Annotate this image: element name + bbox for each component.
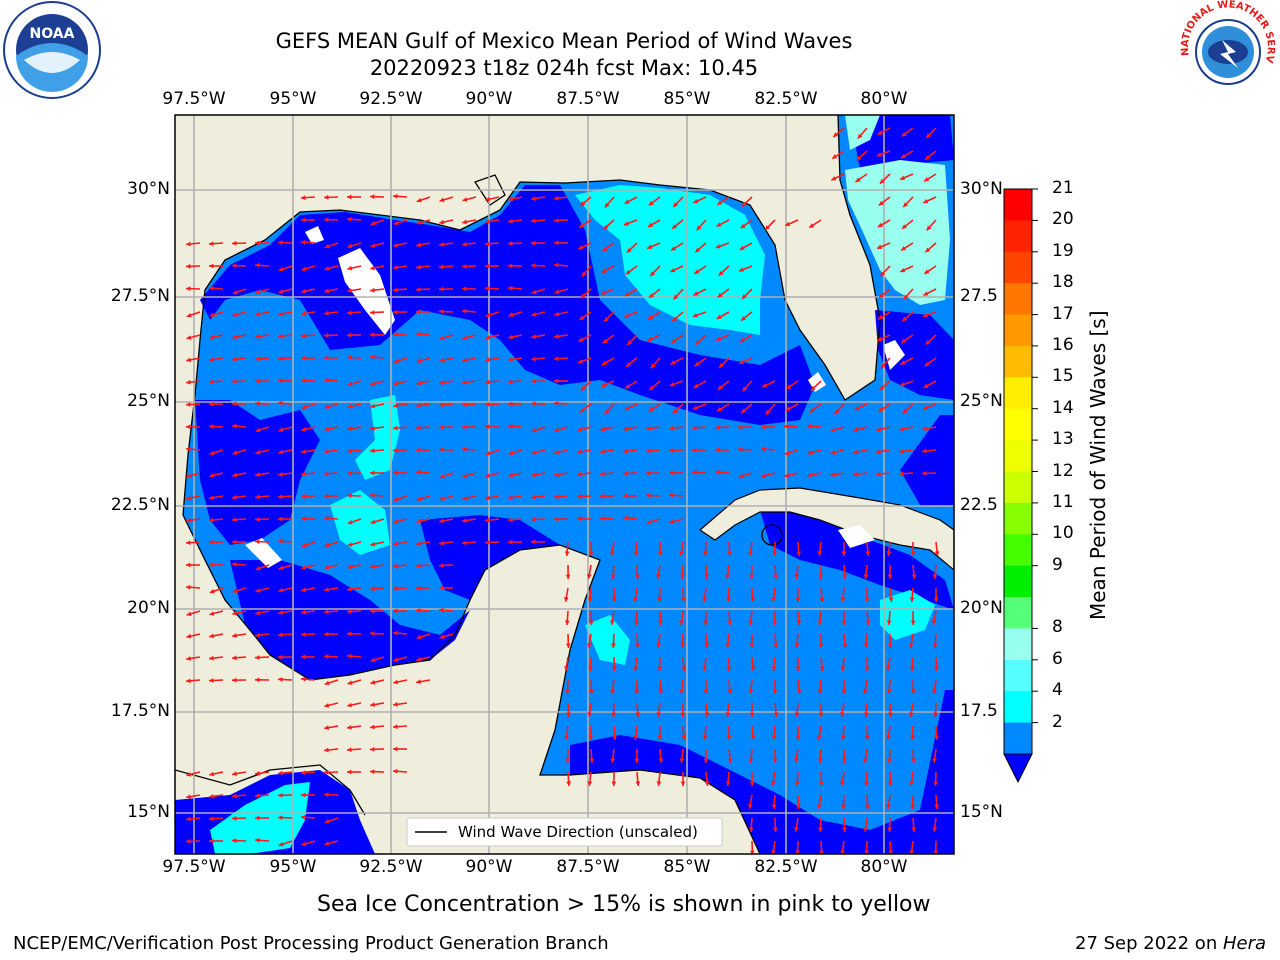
colorbar-segment (1004, 283, 1032, 316)
colorbar-segment (1004, 377, 1032, 410)
colorbar-label: Mean Period of Wind Waves [s] (1086, 310, 1110, 620)
colorbar (1003, 188, 1038, 784)
gridlines (175, 115, 954, 854)
colorbar-tick-label: 14 (1052, 397, 1074, 418)
map-frame (174, 114, 955, 855)
lon-tick-label: 87.5°W (556, 89, 620, 109)
colorbar-tick-label: 19 (1052, 240, 1074, 261)
cuba-land (699, 487, 954, 571)
chart-title-line2: 20220923 t18z 024h fcst Max: 10.45 (369, 56, 759, 80)
lat-tick-label: 15°N (127, 802, 170, 822)
svg-text:NOAA: NOAA (30, 26, 75, 42)
lat-tick-label: 25°N (960, 391, 1003, 411)
footer-host: Hera (1222, 933, 1266, 954)
missing-data-patch (245, 538, 282, 568)
wind-wave-arrows (185, 127, 940, 854)
lat-tick-label: 17.5°N (110, 701, 170, 721)
colorbar-tick-label: 11 (1052, 491, 1074, 512)
chart-title-line1: GEFS MEAN Gulf of Mexico Mean Period of … (275, 29, 853, 53)
lon-tick-label: 85°W (663, 857, 711, 877)
missing-data-patch (838, 525, 875, 548)
colorbar-segment (1004, 189, 1032, 221)
colorbar-segment (1004, 251, 1032, 284)
noaa-logo: NOAA (2, 0, 102, 100)
colorbar-segment (1004, 691, 1032, 724)
lon-tick-label: 95°W (269, 89, 317, 109)
lat-tick-label: 15°N (960, 802, 1003, 822)
colorbar-segment (1004, 628, 1032, 661)
colorbar-segment (1004, 408, 1032, 441)
colorbar-tick-label: 16 (1052, 334, 1074, 355)
lon-tick-label: 97.5°W (162, 89, 226, 109)
lon-tick-label: 92.5°W (359, 857, 423, 877)
colorbar-segment (1004, 471, 1032, 504)
sea-ice-caption: Sea Ice Concentration > 15% is shown in … (317, 892, 931, 917)
colorbar-tick-label: 13 (1052, 429, 1074, 450)
missing-data-patch (305, 226, 324, 244)
lat-tick-label: 27.5°N (110, 286, 170, 306)
map-legend (406, 817, 723, 847)
colorbar-segment (1004, 502, 1032, 535)
colorbar-segment (1004, 659, 1032, 692)
colorbar-tick-label: 18 (1052, 272, 1074, 293)
colorbar-segment (1004, 314, 1032, 347)
nws-logo-icon: NATIONAL WEATHER SERVICE (1174, 0, 1276, 85)
colorbar-under-extension (1003, 753, 1033, 784)
lon-tick-label: 92.5°W (359, 89, 423, 109)
lon-tick-label: 82.5°W (754, 89, 818, 109)
noaa-logo-icon: NOAA (3, 1, 101, 99)
colorbar-tick-label: 20 (1052, 209, 1074, 230)
colorbar-tick-label: 17 (1052, 303, 1074, 324)
colorbar-segment (1004, 534, 1032, 567)
colorbar-segment (1004, 565, 1032, 598)
colorbar-tick-label: 2 (1052, 711, 1063, 732)
colorbar-tick-label: 21 (1052, 178, 1074, 198)
missing-data-patch (883, 340, 905, 370)
footer-date: 27 Sep 2022 on (1075, 933, 1223, 954)
colorbar-segment (1004, 345, 1032, 378)
coastline (175, 115, 881, 854)
lon-tick-label: 80°W (860, 89, 908, 109)
lat-tick-label: 22.5°N (110, 495, 170, 515)
footer-left: NCEP/EMC/Verification Post Processing Pr… (13, 933, 609, 954)
nws-logo: NATIONAL WEATHER SERVICE (1174, 0, 1278, 100)
lon-tick-label: 82.5°W (754, 857, 818, 877)
lat-tick-label: 27.5 (960, 286, 998, 306)
colorbar-tick-label: 8 (1052, 617, 1063, 638)
lat-tick-label: 17.5 (960, 701, 998, 721)
lat-tick-label: 20°N (127, 598, 170, 618)
colorbar-tick-label: 10 (1052, 523, 1074, 544)
colorbar-tick-label: 15 (1052, 366, 1074, 387)
lon-tick-label: 85°W (663, 89, 711, 109)
colorbar-segment (1004, 440, 1032, 473)
missing-data-patch (338, 248, 395, 335)
lon-tick-label: 90°W (465, 89, 513, 109)
colorbar-tick-label: 9 (1052, 554, 1063, 575)
lat-tick-label: 25°N (127, 391, 170, 411)
lat-tick-label: 30°N (127, 179, 170, 199)
lon-tick-label: 87.5°W (556, 857, 620, 877)
colorbar-tick-label: 12 (1052, 460, 1074, 481)
lon-tick-label: 97.5°W (162, 857, 226, 877)
lon-tick-label: 95°W (269, 857, 317, 877)
colorbar-tick-label: 4 (1052, 680, 1063, 701)
footer-right: 27 Sep 2022 on Hera (1075, 933, 1266, 954)
lon-tick-label: 80°W (860, 857, 908, 877)
legend-label: Wind Wave Direction (unscaled) (458, 823, 698, 841)
lon-tick-label: 90°W (465, 857, 513, 877)
colorbar-segment (1004, 722, 1032, 755)
colorbar-segment (1004, 220, 1032, 253)
lat-tick-label: 22.5 (960, 495, 998, 515)
colorbar-tick-label: 6 (1052, 648, 1063, 669)
colorbar-segment (1004, 597, 1032, 630)
lat-tick-label: 20°N (960, 598, 1003, 618)
lat-tick-label: 30°N (960, 179, 1003, 199)
